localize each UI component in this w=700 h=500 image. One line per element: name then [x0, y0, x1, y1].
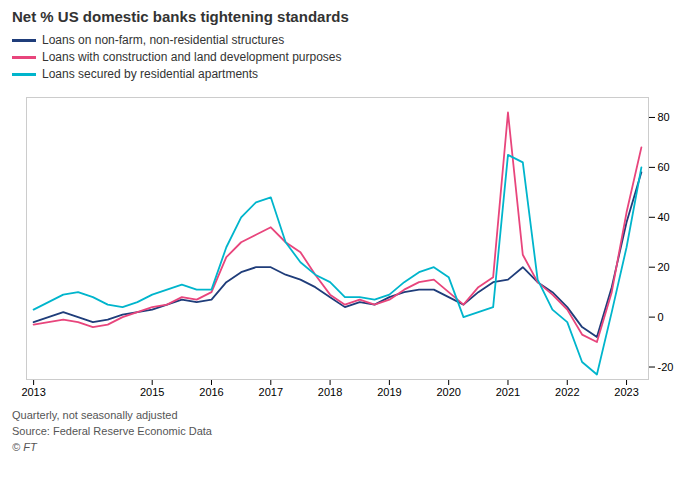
svg-text:60: 60: [658, 161, 670, 173]
html-text:Loans on non-farm, non-residen: Loans on non-farm, non-residential struc…: [42, 33, 285, 47]
svg-text:2018: 2018: [318, 386, 342, 398]
svg-text:40: 40: [658, 211, 670, 223]
svg-text:2019: 2019: [377, 386, 401, 398]
svg-text:0: 0: [658, 311, 664, 323]
html-text:Net % US domestic banks tighte: Net % US domestic banks tightening stand…: [12, 8, 349, 25]
svg-text:2017: 2017: [259, 386, 283, 398]
svg-text:2013: 2013: [21, 386, 45, 398]
html-text:Loans with construction and la: Loans with construction and land develop…: [42, 50, 342, 64]
svg-text:2020: 2020: [436, 386, 460, 398]
svg-text:2016: 2016: [199, 386, 223, 398]
svg-text:2021: 2021: [496, 386, 520, 398]
svg-text:2015: 2015: [140, 386, 164, 398]
svg-text:2023: 2023: [614, 386, 638, 398]
html-text:© FT: © FT: [12, 441, 37, 453]
html-text:Loans secured by residential a: Loans secured by residential apartments: [42, 67, 259, 81]
svg-text:20: 20: [658, 261, 670, 273]
svg-text:-20: -20: [658, 361, 674, 373]
html-text:Source: Federal Reserve Econom: Source: Federal Reserve Economic Data: [12, 425, 212, 437]
html-text:Quarterly, not seasonally adju: Quarterly, not seasonally adjusted: [12, 409, 178, 421]
svg-text:2022: 2022: [555, 386, 579, 398]
svg-text:80: 80: [658, 111, 670, 123]
